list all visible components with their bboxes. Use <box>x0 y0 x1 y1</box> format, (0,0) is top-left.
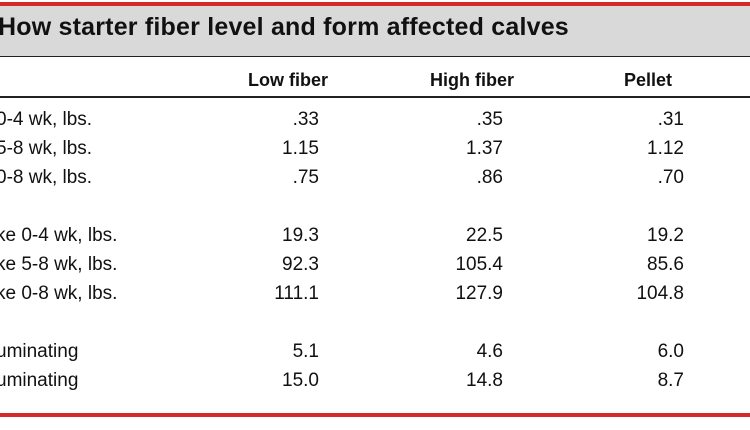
row-label: ke 5-8 wk, lbs. <box>0 254 118 275</box>
bottom-red-rule <box>0 413 750 417</box>
cell-pellet: 85.6 <box>647 254 684 275</box>
table-row: 5-8 wk, lbs. 1.15 1.37 1.12 <box>0 138 750 168</box>
cell-low-fiber: .75 <box>292 167 319 188</box>
top-red-rule <box>0 2 750 6</box>
cell-low-fiber: .33 <box>292 109 319 130</box>
row-label: uminating <box>0 341 79 362</box>
cell-low-fiber: 5.1 <box>292 341 319 362</box>
row-label: 0-4 wk, lbs. <box>0 109 93 130</box>
cell-high-fiber: 1.37 <box>466 138 503 159</box>
title-band <box>0 6 750 56</box>
table-title: How starter fiber level and form affecte… <box>0 13 569 41</box>
cell-high-fiber: .35 <box>476 109 503 130</box>
row-label: ke 0-8 wk, lbs. <box>0 283 118 304</box>
table-row: 0-8 wk, lbs. .75 .86 .70 <box>0 167 750 197</box>
cell-high-fiber: 22.5 <box>466 225 503 246</box>
cell-high-fiber: .86 <box>476 167 503 188</box>
table-row: uminating 5.1 4.6 6.0 <box>0 341 750 371</box>
cell-low-fiber: 15.0 <box>282 370 319 391</box>
cell-high-fiber: 127.9 <box>455 283 503 304</box>
cell-pellet: 19.2 <box>647 225 684 246</box>
column-header-divider <box>0 96 750 98</box>
header-divider <box>0 56 750 57</box>
row-label: 0-8 wk, lbs. <box>0 167 93 188</box>
cell-low-fiber: 111.1 <box>274 283 319 304</box>
row-label: 5-8 wk, lbs. <box>0 138 93 159</box>
table-row: uminating 15.0 14.8 8.7 <box>0 370 750 400</box>
cell-low-fiber: 1.15 <box>282 138 319 159</box>
table-row: ke 0-4 wk, lbs. 19.3 22.5 19.2 <box>0 225 750 255</box>
table-row: ke 5-8 wk, lbs. 92.3 105.4 85.6 <box>0 254 750 284</box>
cell-pellet: 8.7 <box>657 370 684 391</box>
cell-pellet: 6.0 <box>657 341 684 362</box>
table-row: ke 0-8 wk, lbs. 111.1 127.9 104.8 <box>0 283 750 313</box>
row-label: ke 0-4 wk, lbs. <box>0 225 118 246</box>
column-header-pellet: Pellet <box>624 70 673 90</box>
row-label: uminating <box>0 370 79 391</box>
cell-low-fiber: 92.3 <box>282 254 319 275</box>
column-header-high-fiber: High fiber <box>430 70 514 90</box>
cell-pellet: 104.8 <box>636 283 684 304</box>
cell-high-fiber: 105.4 <box>455 254 503 275</box>
cell-pellet: .70 <box>657 167 684 188</box>
cell-pellet: 1.12 <box>647 138 684 159</box>
column-header-low-fiber: Low fiber <box>248 70 328 90</box>
cell-low-fiber: 19.3 <box>282 225 319 246</box>
table-row: 0-4 wk, lbs. .33 .35 .31 <box>0 109 750 139</box>
cell-pellet: .31 <box>657 109 684 130</box>
cell-high-fiber: 14.8 <box>466 370 503 391</box>
cell-high-fiber: 4.6 <box>476 341 503 362</box>
